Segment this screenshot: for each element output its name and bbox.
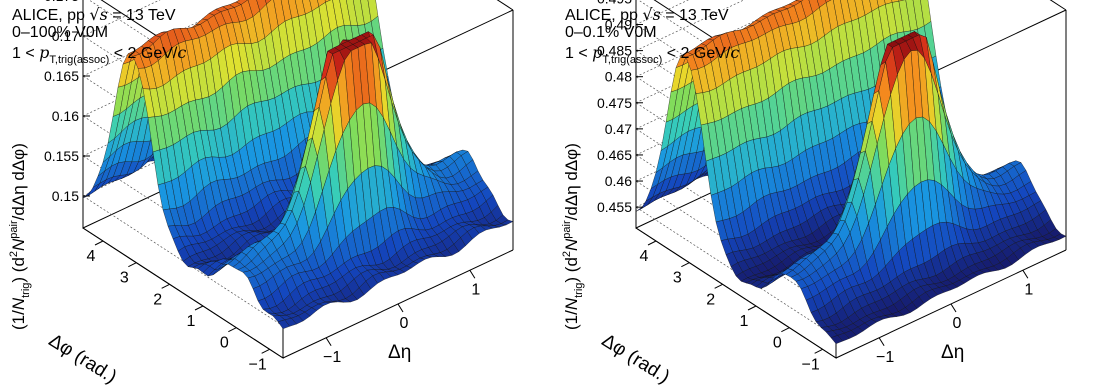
chart-panel-right: 0.4550.460.4650.470.4750.480.4850.490.49… [553, 0, 1106, 374]
z-tick-label: 0.175 [44, 0, 79, 4]
x-tick-label: 1 [1024, 281, 1033, 298]
x-tick-label: 0 [953, 315, 962, 332]
x-tick-label: −1 [323, 349, 341, 366]
z-tick-label: 0.46 [605, 173, 632, 189]
z-tick-label: 0.455 [597, 199, 632, 215]
x-axis-label: Δη [388, 342, 411, 364]
y-tick [715, 284, 723, 288]
z-tick-label: 0.15 [52, 188, 79, 204]
y-tick-label: 1 [740, 313, 749, 330]
x-tick-label: 1 [471, 281, 480, 298]
x-tick [951, 304, 956, 312]
header-centrality: 0–100% V0M [12, 24, 108, 42]
y-tick-label: 0 [220, 335, 229, 352]
z-tick-label: 0.165 [44, 68, 79, 84]
y-tick-label: 2 [706, 291, 715, 308]
y-tick [195, 306, 203, 310]
y-tick [748, 306, 756, 310]
x-tick-label: 0 [400, 315, 409, 332]
y-tick [228, 328, 236, 332]
z-tick-label: 0.465 [597, 147, 632, 163]
x-tick [879, 338, 884, 346]
y-tick-label: 1 [187, 313, 196, 330]
y-tick [128, 263, 136, 267]
x-tick [326, 338, 331, 346]
y-tick [681, 263, 689, 267]
y-tick-label: 2 [153, 291, 162, 308]
z-axis-label: (1/Ntrig) (d2Npair/dΔη dΔφ) [561, 143, 585, 330]
y-tick-label: 4 [87, 248, 96, 265]
y-tick-label: 3 [673, 270, 682, 287]
x-tick-label: −1 [876, 349, 894, 366]
y-tick [815, 349, 823, 353]
header-pt-range: 1 < pT,trig(assoc) < 2 GeV/c [565, 44, 739, 69]
z-tick-label: 0.155 [44, 148, 79, 164]
y-tick-label: 0 [773, 335, 782, 352]
x-axis-label: Δη [941, 342, 964, 364]
y-tick-label: 4 [640, 248, 649, 265]
x-tick [470, 270, 475, 278]
z-tick-label: 0.16 [52, 108, 79, 124]
y-tick [648, 241, 656, 245]
z-tick-label: 0.47 [605, 121, 632, 137]
z-axis-label: (1/Ntrig) (d2Npair/dΔη dΔφ) [8, 143, 32, 330]
header-pt-range: 1 < pT,trig(assoc) < 2 GeV/c [12, 44, 186, 69]
z-tick-label: 0.48 [605, 69, 632, 85]
header-line-1: ALICE, pp √s = 13 TeV [565, 6, 729, 25]
y-tick-label: 3 [120, 270, 129, 287]
header-line-1: ALICE, pp √s = 13 TeV [12, 6, 176, 25]
header-centrality: 0–0.1% V0M [565, 24, 657, 42]
x-tick [1023, 270, 1028, 278]
y-tick [262, 349, 270, 353]
y-tick [95, 241, 103, 245]
y-tick [162, 284, 170, 288]
y-tick-label: −1 [802, 356, 820, 373]
z-tick-label: 0.475 [597, 95, 632, 111]
x-tick [398, 304, 403, 312]
y-tick-label: −1 [249, 356, 267, 373]
y-tick [781, 328, 789, 332]
